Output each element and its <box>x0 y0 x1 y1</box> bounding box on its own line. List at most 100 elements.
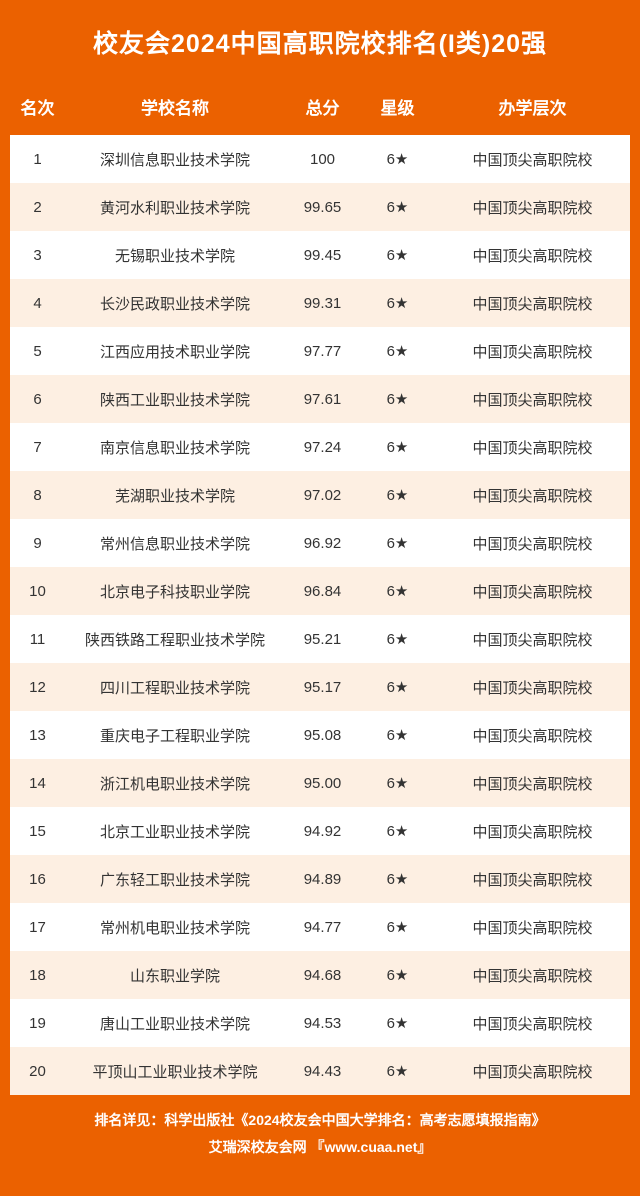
cell-level: 中国顶尖高职院校 <box>435 519 630 567</box>
table-row: 1深圳信息职业技术学院1006★中国顶尖高职院校 <box>10 135 630 183</box>
cell-name: 北京电子科技职业学院 <box>65 567 285 615</box>
cell-star: 6★ <box>360 471 435 519</box>
cell-name: 北京工业职业技术学院 <box>65 807 285 855</box>
cell-score: 95.08 <box>285 711 360 759</box>
table-row: 17常州机电职业技术学院94.776★中国顶尖高职院校 <box>10 903 630 951</box>
cell-level: 中国顶尖高职院校 <box>435 471 630 519</box>
cell-score: 96.92 <box>285 519 360 567</box>
cell-rank: 15 <box>10 807 65 855</box>
header-row: 名次 学校名称 总分 星级 办学层次 <box>10 78 630 135</box>
cell-level: 中国顶尖高职院校 <box>435 807 630 855</box>
cell-level: 中国顶尖高职院校 <box>435 615 630 663</box>
cell-level: 中国顶尖高职院校 <box>435 711 630 759</box>
cell-name: 广东轻工职业技术学院 <box>65 855 285 903</box>
cell-name: 深圳信息职业技术学院 <box>65 135 285 183</box>
table-row: 19唐山工业职业技术学院94.536★中国顶尖高职院校 <box>10 999 630 1047</box>
ranking-table-wrap: 名次 学校名称 总分 星级 办学层次 1深圳信息职业技术学院1006★中国顶尖高… <box>10 78 630 1095</box>
cell-name: 重庆电子工程职业学院 <box>65 711 285 759</box>
cell-star: 6★ <box>360 519 435 567</box>
cell-star: 6★ <box>360 855 435 903</box>
cell-name: 陕西工业职业技术学院 <box>65 375 285 423</box>
cell-level: 中国顶尖高职院校 <box>435 567 630 615</box>
cell-star: 6★ <box>360 903 435 951</box>
cell-rank: 20 <box>10 1047 65 1095</box>
cell-star: 6★ <box>360 999 435 1047</box>
table-row: 8芜湖职业技术学院97.026★中国顶尖高职院校 <box>10 471 630 519</box>
table-header: 名次 学校名称 总分 星级 办学层次 <box>10 78 630 135</box>
cell-score: 95.17 <box>285 663 360 711</box>
cell-score: 96.84 <box>285 567 360 615</box>
cell-rank: 18 <box>10 951 65 999</box>
cell-star: 6★ <box>360 567 435 615</box>
cell-rank: 3 <box>10 231 65 279</box>
cell-name: 唐山工业职业技术学院 <box>65 999 285 1047</box>
table-row: 4长沙民政职业技术学院99.316★中国顶尖高职院校 <box>10 279 630 327</box>
cell-score: 95.21 <box>285 615 360 663</box>
cell-score: 99.65 <box>285 183 360 231</box>
cell-score: 95.00 <box>285 759 360 807</box>
cell-name: 常州信息职业技术学院 <box>65 519 285 567</box>
footer-line-2: 艾瑞深校友会网 『www.cuaa.net』 <box>10 1134 630 1161</box>
cell-level: 中国顶尖高职院校 <box>435 999 630 1047</box>
footer-line-1: 排名详见：科学出版社《2024校友会中国大学排名：高考志愿填报指南》 <box>10 1107 630 1134</box>
cell-rank: 6 <box>10 375 65 423</box>
cell-score: 94.89 <box>285 855 360 903</box>
cell-score: 94.68 <box>285 951 360 999</box>
cell-rank: 5 <box>10 327 65 375</box>
table-row: 3无锡职业技术学院99.456★中国顶尖高职院校 <box>10 231 630 279</box>
cell-name: 无锡职业技术学院 <box>65 231 285 279</box>
cell-level: 中国顶尖高职院校 <box>435 855 630 903</box>
cell-rank: 13 <box>10 711 65 759</box>
table-row: 16广东轻工职业技术学院94.896★中国顶尖高职院校 <box>10 855 630 903</box>
cell-star: 6★ <box>360 807 435 855</box>
cell-rank: 4 <box>10 279 65 327</box>
table-row: 11陕西铁路工程职业技术学院95.216★中国顶尖高职院校 <box>10 615 630 663</box>
cell-level: 中国顶尖高职院校 <box>435 759 630 807</box>
table-body: 1深圳信息职业技术学院1006★中国顶尖高职院校2黄河水利职业技术学院99.65… <box>10 135 630 1095</box>
table-row: 7南京信息职业技术学院97.246★中国顶尖高职院校 <box>10 423 630 471</box>
table-row: 14浙江机电职业技术学院95.006★中国顶尖高职院校 <box>10 759 630 807</box>
cell-score: 94.43 <box>285 1047 360 1095</box>
cell-name: 长沙民政职业技术学院 <box>65 279 285 327</box>
cell-rank: 12 <box>10 663 65 711</box>
table-row: 18山东职业学院94.686★中国顶尖高职院校 <box>10 951 630 999</box>
cell-score: 99.31 <box>285 279 360 327</box>
cell-score: 99.45 <box>285 231 360 279</box>
cell-name: 陕西铁路工程职业技术学院 <box>65 615 285 663</box>
cell-rank: 8 <box>10 471 65 519</box>
cell-rank: 17 <box>10 903 65 951</box>
cell-level: 中国顶尖高职院校 <box>435 375 630 423</box>
cell-star: 6★ <box>360 183 435 231</box>
table-row: 15北京工业职业技术学院94.926★中国顶尖高职院校 <box>10 807 630 855</box>
cell-star: 6★ <box>360 1047 435 1095</box>
ranking-page: 校友会2024中国高职院校排名(I类)20强 名次 学校名称 总分 星级 办学层… <box>0 0 640 1196</box>
cell-rank: 14 <box>10 759 65 807</box>
cell-star: 6★ <box>360 711 435 759</box>
cell-name: 黄河水利职业技术学院 <box>65 183 285 231</box>
cell-star: 6★ <box>360 423 435 471</box>
cell-name: 常州机电职业技术学院 <box>65 903 285 951</box>
col-header-rank: 名次 <box>10 78 65 135</box>
cell-level: 中国顶尖高职院校 <box>435 1047 630 1095</box>
page-title: 校友会2024中国高职院校排名(I类)20强 <box>10 10 630 78</box>
col-header-star: 星级 <box>360 78 435 135</box>
cell-score: 97.61 <box>285 375 360 423</box>
cell-star: 6★ <box>360 759 435 807</box>
col-header-score: 总分 <box>285 78 360 135</box>
footer: 排名详见：科学出版社《2024校友会中国大学排名：高考志愿填报指南》 艾瑞深校友… <box>10 1095 630 1160</box>
cell-score: 94.53 <box>285 999 360 1047</box>
cell-rank: 19 <box>10 999 65 1047</box>
cell-star: 6★ <box>360 135 435 183</box>
cell-star: 6★ <box>360 375 435 423</box>
cell-level: 中国顶尖高职院校 <box>435 183 630 231</box>
cell-score: 97.02 <box>285 471 360 519</box>
col-header-level: 办学层次 <box>435 78 630 135</box>
cell-score: 94.77 <box>285 903 360 951</box>
cell-name: 浙江机电职业技术学院 <box>65 759 285 807</box>
cell-level: 中国顶尖高职院校 <box>435 231 630 279</box>
cell-level: 中国顶尖高职院校 <box>435 663 630 711</box>
table-row: 12四川工程职业技术学院95.176★中国顶尖高职院校 <box>10 663 630 711</box>
cell-level: 中国顶尖高职院校 <box>435 327 630 375</box>
col-header-name: 学校名称 <box>65 78 285 135</box>
table-row: 2黄河水利职业技术学院99.656★中国顶尖高职院校 <box>10 183 630 231</box>
